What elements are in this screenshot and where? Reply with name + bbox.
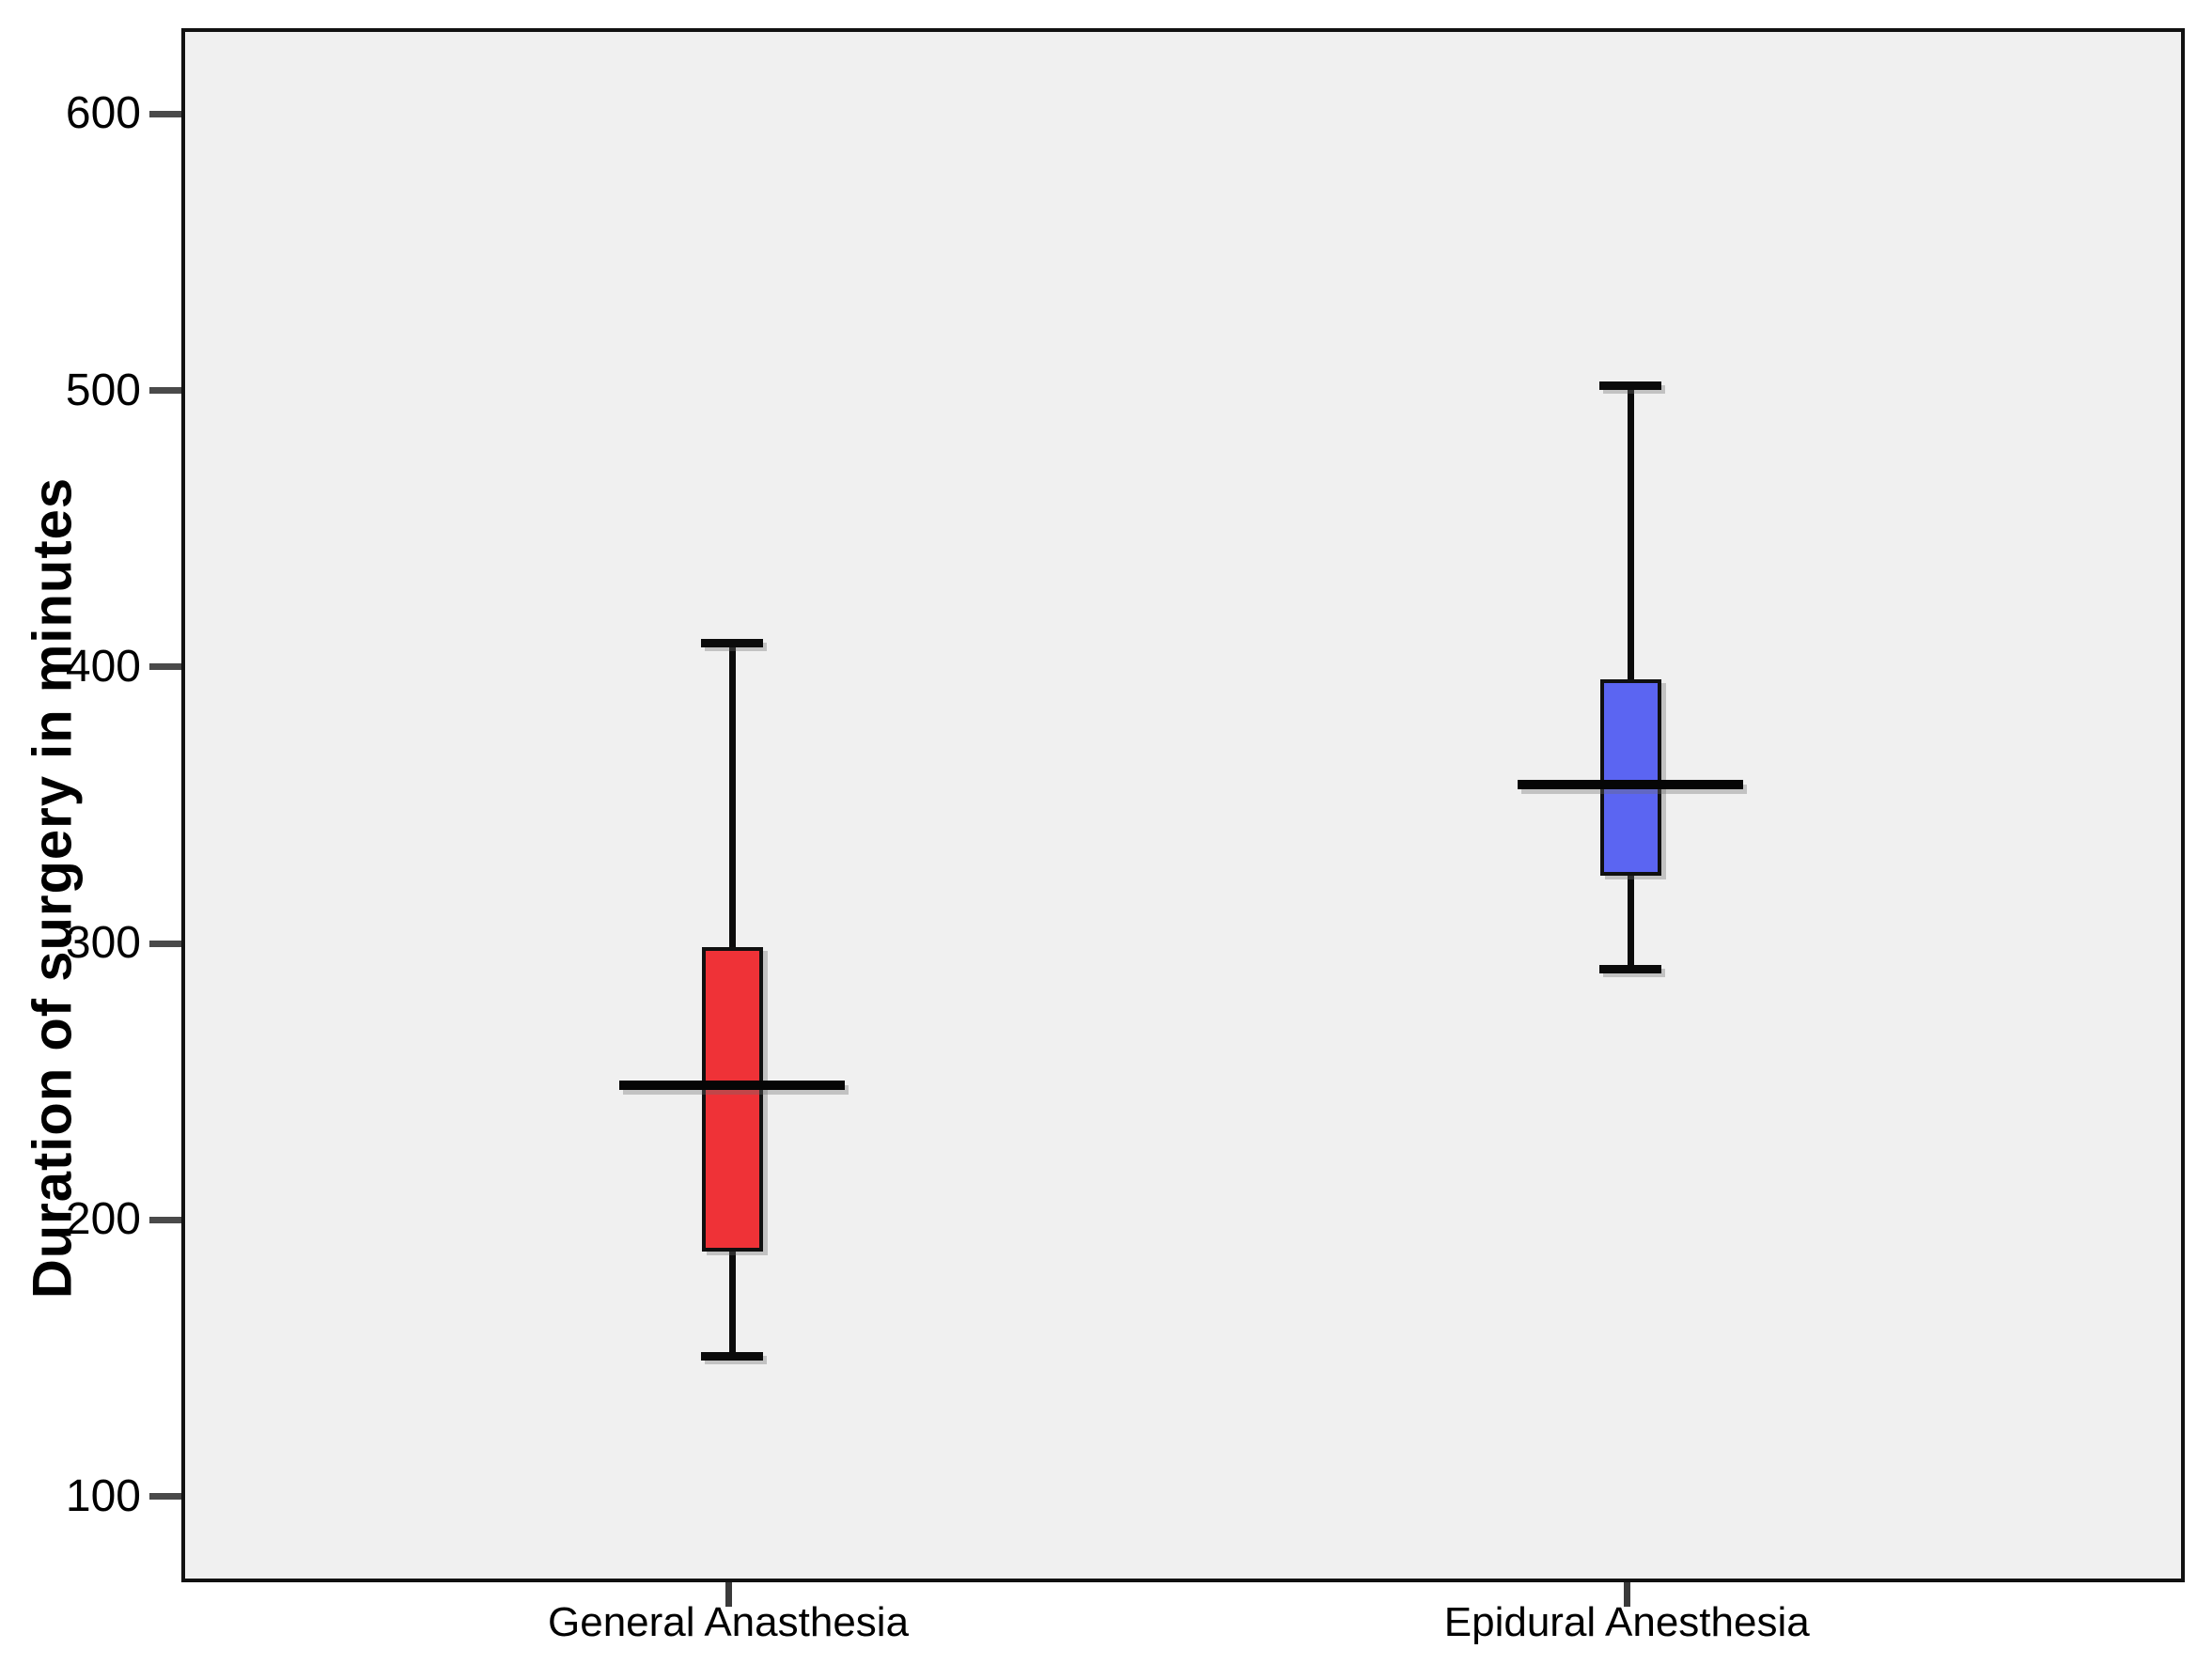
x-tick-mark-epidural-anesthesia: [1623, 1582, 1630, 1607]
y-axis-title: Duration of surgery in minutes: [22, 476, 84, 1299]
whisker-lower-epidural-anesthesia: [1627, 875, 1634, 970]
box-general-anasthesia: [701, 947, 763, 1252]
y-tick-label-200: 200: [65, 1194, 141, 1245]
y-tick-label-100: 100: [65, 1470, 141, 1521]
plot-area: [181, 28, 2185, 1582]
whisker-lower-general-anasthesia: [728, 1251, 736, 1357]
y-tick-label-400: 400: [65, 641, 141, 692]
y-tick-label-500: 500: [65, 365, 141, 415]
median-line-epidural-anesthesia: [1518, 779, 1744, 789]
whisker-cap-max-general-anasthesia: [701, 638, 764, 647]
whisker-cap-min-general-anasthesia: [701, 1352, 764, 1361]
y-tick-mark-200: [149, 1216, 181, 1223]
whisker-upper-epidural-anesthesia: [1627, 385, 1634, 679]
whisker-upper-general-anasthesia: [728, 643, 736, 948]
whisker-cap-max-epidural-anesthesia: [1599, 381, 1662, 391]
y-tick-mark-300: [149, 940, 181, 947]
x-category-label-epidural-anesthesia: Epidural Anesthesia: [1443, 1599, 1810, 1645]
median-line-general-anasthesia: [619, 1081, 846, 1091]
y-tick-mark-500: [149, 387, 181, 395]
y-tick-mark-600: [149, 110, 181, 117]
y-tick-mark-100: [149, 1493, 181, 1501]
y-tick-mark-400: [149, 663, 181, 671]
y-tick-label-600: 600: [65, 88, 141, 139]
whisker-cap-min-epidural-anesthesia: [1599, 965, 1662, 974]
box-epidural-anesthesia: [1599, 678, 1661, 876]
y-tick-label-300: 300: [65, 918, 141, 969]
x-tick-mark-general-anasthesia: [725, 1582, 732, 1607]
x-category-label-general-anasthesia: General Anasthesia: [548, 1599, 910, 1645]
